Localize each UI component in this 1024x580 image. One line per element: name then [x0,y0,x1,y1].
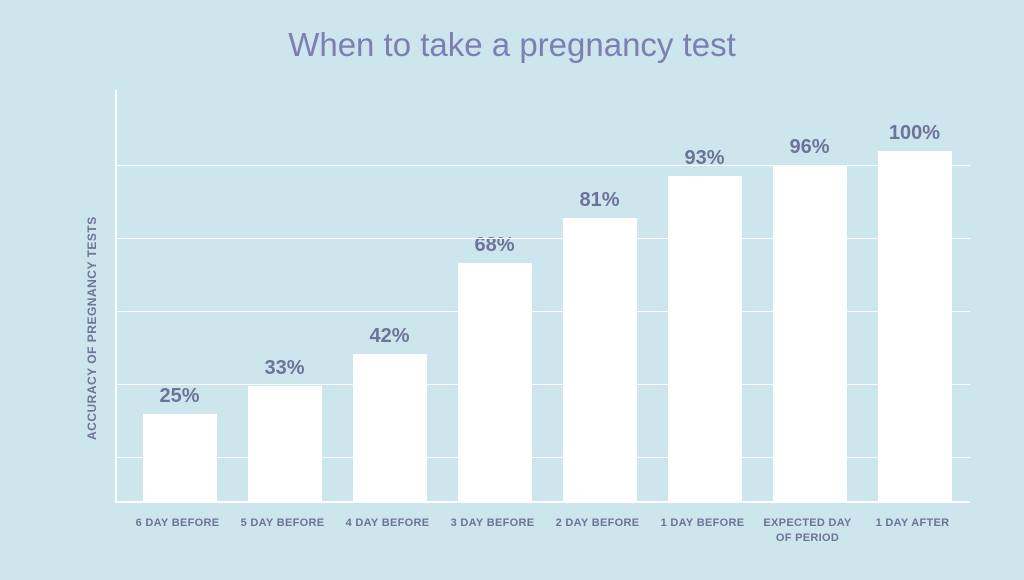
x-axis-labels: 6 DAY BEFORE5 DAY BEFORE4 DAY BEFORE3 DA… [125,516,965,546]
bar-slot: 68% [442,88,547,501]
y-axis-label: ACCURACY OF PREGNANCY TESTS [85,216,99,440]
bar [668,176,742,502]
x-axis-label: EXPECTED DAY OF PERIOD [755,516,860,546]
bar-slot: 81% [547,88,652,501]
bar [458,263,532,501]
bar-slot: 100% [862,88,967,501]
x-axis-label: 2 DAY BEFORE [545,516,650,546]
bar-value-label: 33% [264,357,304,380]
x-axis-label: 6 DAY BEFORE [125,516,230,546]
bar-value-label: 81% [579,189,619,212]
bar [248,386,322,502]
bar-slot: 42% [337,88,442,501]
bar-slot: 25% [127,88,232,501]
plot-area: 25% 33% 42% 68% 81% 93% 96% 100% [115,90,970,503]
bar [878,151,952,501]
gridline [117,384,970,385]
bar [563,218,637,502]
bar-value-label: 42% [369,325,409,348]
x-axis-label: 1 DAY BEFORE [650,516,755,546]
gridline [117,165,970,166]
gridline [117,311,970,312]
bar [773,165,847,501]
bar-value-label: 25% [159,385,199,408]
bar [353,354,427,501]
bars-container: 25% 33% 42% 68% 81% 93% 96% 100% [127,88,967,501]
bar-slot: 96% [757,88,862,501]
bar-slot: 33% [232,88,337,501]
chart-canvas: When to take a pregnancy test ACCURACY O… [0,0,1024,580]
x-axis-label: 4 DAY BEFORE [335,516,440,546]
chart-title: When to take a pregnancy test [0,26,1024,64]
x-axis-label: 5 DAY BEFORE [230,516,335,546]
x-axis-label: 1 DAY AFTER [860,516,965,546]
gridline [117,457,970,458]
bar-value-label: 100% [889,122,940,145]
bar-slot: 93% [652,88,757,501]
x-axis-label: 3 DAY BEFORE [440,516,545,546]
bar-value-label: 96% [789,136,829,159]
bar-value-label: 93% [684,147,724,170]
gridline [117,238,970,239]
